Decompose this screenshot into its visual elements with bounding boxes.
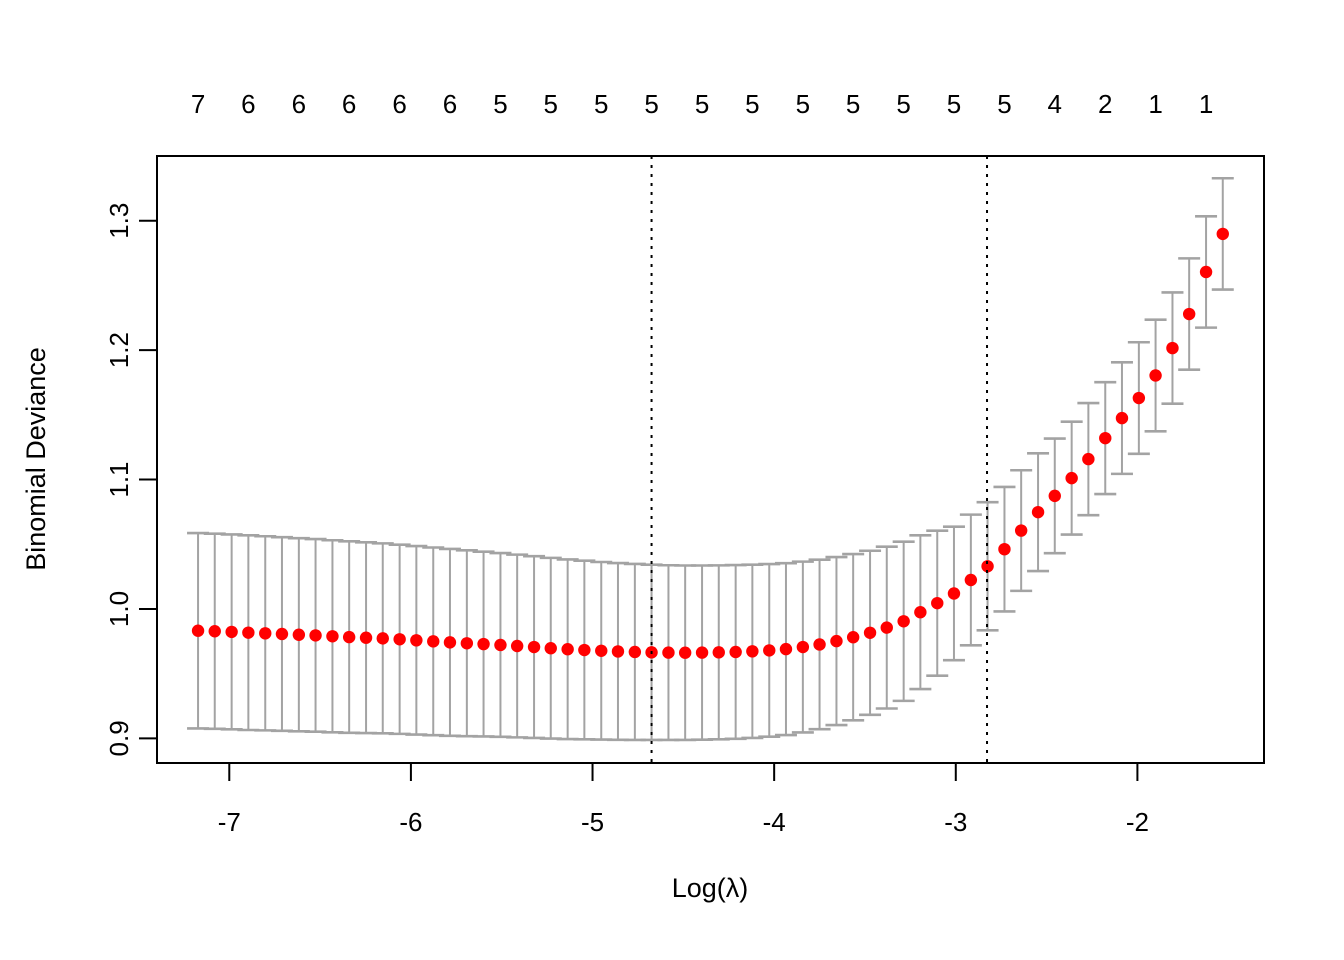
cv-point bbox=[796, 640, 810, 654]
x-tick-label: -7 bbox=[218, 807, 241, 837]
cv-point bbox=[1216, 227, 1229, 241]
cv-point bbox=[544, 642, 557, 655]
cv-point bbox=[947, 587, 961, 600]
x-tick-label: -5 bbox=[581, 807, 604, 837]
cv-point bbox=[729, 645, 742, 659]
cv-point bbox=[595, 644, 608, 657]
df-count-label: 5 bbox=[594, 89, 608, 119]
cv-point bbox=[191, 624, 205, 637]
cv-point bbox=[1099, 431, 1112, 445]
df-count-label: 4 bbox=[1048, 89, 1062, 119]
cv-point bbox=[208, 625, 221, 638]
x-tick-label: -6 bbox=[399, 807, 422, 837]
cv-point bbox=[1132, 391, 1146, 405]
df-count-label: 5 bbox=[493, 89, 507, 119]
cv-point bbox=[678, 646, 692, 659]
y-tick-label: 1.2 bbox=[104, 332, 134, 368]
cv-point bbox=[998, 542, 1011, 556]
df-count-label: 7 bbox=[191, 89, 205, 119]
df-count-label: 6 bbox=[292, 89, 306, 119]
cv-point bbox=[427, 635, 440, 648]
df-count-label: 6 bbox=[241, 89, 255, 119]
df-count-label: 5 bbox=[544, 89, 558, 119]
cv-point bbox=[863, 626, 877, 639]
cv-point bbox=[746, 645, 759, 658]
cv-point bbox=[242, 626, 255, 639]
cv-point bbox=[880, 621, 893, 634]
cv-point bbox=[443, 636, 457, 649]
cv-point bbox=[813, 638, 826, 651]
df-count-label: 5 bbox=[644, 89, 658, 119]
cv-point bbox=[561, 643, 574, 656]
df-count-label: 5 bbox=[796, 89, 810, 119]
df-count-label: 1 bbox=[1199, 89, 1213, 119]
cv-point bbox=[779, 642, 793, 656]
cv-point bbox=[393, 633, 406, 646]
cv-point bbox=[342, 630, 356, 644]
cv-point bbox=[628, 645, 642, 659]
cv-point bbox=[981, 560, 994, 573]
cv-point bbox=[259, 627, 272, 640]
df-count-label: 2 bbox=[1098, 89, 1112, 119]
cv-point bbox=[460, 637, 474, 650]
cv-point bbox=[1166, 341, 1179, 355]
df-count-label: 5 bbox=[846, 89, 860, 119]
cv-point bbox=[712, 646, 725, 659]
cv-point bbox=[326, 630, 339, 643]
df-count-label: 5 bbox=[745, 89, 759, 119]
cv-point bbox=[1065, 471, 1078, 485]
y-tick-label: 1.1 bbox=[104, 461, 134, 497]
x-tick-label: -3 bbox=[944, 807, 967, 837]
cv-point bbox=[1048, 489, 1061, 503]
cv-point bbox=[1199, 265, 1213, 279]
y-axis-title: Binomial Deviance bbox=[21, 347, 51, 571]
df-count-label: 6 bbox=[392, 89, 406, 119]
cv-point bbox=[275, 627, 289, 641]
cv-point bbox=[695, 646, 709, 659]
cv-point bbox=[763, 644, 776, 657]
cv-point bbox=[1115, 411, 1129, 425]
y-tick-label: 1.3 bbox=[104, 203, 134, 239]
cv-point bbox=[1031, 505, 1045, 519]
cv-point bbox=[914, 606, 927, 619]
x-axis-title: Log(λ) bbox=[672, 873, 749, 903]
cv-point bbox=[477, 637, 490, 651]
cv-point bbox=[1182, 307, 1196, 321]
cv-point bbox=[846, 630, 860, 644]
cv-point bbox=[897, 615, 910, 628]
y-tick-label: 1.0 bbox=[104, 591, 134, 627]
cv-point bbox=[359, 631, 373, 644]
df-count-label: 5 bbox=[896, 89, 910, 119]
df-count-label: 6 bbox=[342, 89, 356, 119]
x-tick-label: -4 bbox=[763, 807, 786, 837]
cv-point bbox=[1082, 452, 1095, 466]
df-count-label: 6 bbox=[443, 89, 457, 119]
x-tick-label: -2 bbox=[1126, 807, 1149, 837]
cv-point bbox=[1149, 369, 1162, 382]
df-count-label: 1 bbox=[1148, 89, 1162, 119]
y-tick-label: 0.9 bbox=[104, 720, 134, 756]
df-count-label: 5 bbox=[695, 89, 709, 119]
cv-point bbox=[410, 634, 423, 647]
cv-point bbox=[830, 634, 843, 648]
cv-point bbox=[1014, 524, 1028, 537]
plot-area: -7 -6 -5 -4 -3 -2 0.9 1.0 1.1 1.2 1.3 7 6 6 6 6 6 5 5 5 5 5 5 5… bbox=[104, 89, 1265, 837]
df-count-label: 5 bbox=[947, 89, 961, 119]
cv-point bbox=[662, 646, 675, 659]
cv-point bbox=[292, 628, 306, 641]
df-count-label: 5 bbox=[997, 89, 1011, 119]
cv-point bbox=[494, 638, 507, 652]
cv-point bbox=[611, 645, 625, 658]
cv-point bbox=[309, 629, 322, 642]
cv-point bbox=[964, 573, 978, 587]
cv-point bbox=[225, 625, 238, 639]
cv-point bbox=[376, 632, 389, 645]
cv-point bbox=[527, 640, 541, 654]
plot-box bbox=[156, 155, 1265, 764]
cv-point bbox=[931, 596, 944, 610]
cv-point bbox=[510, 639, 524, 653]
cv-point bbox=[578, 643, 591, 657]
